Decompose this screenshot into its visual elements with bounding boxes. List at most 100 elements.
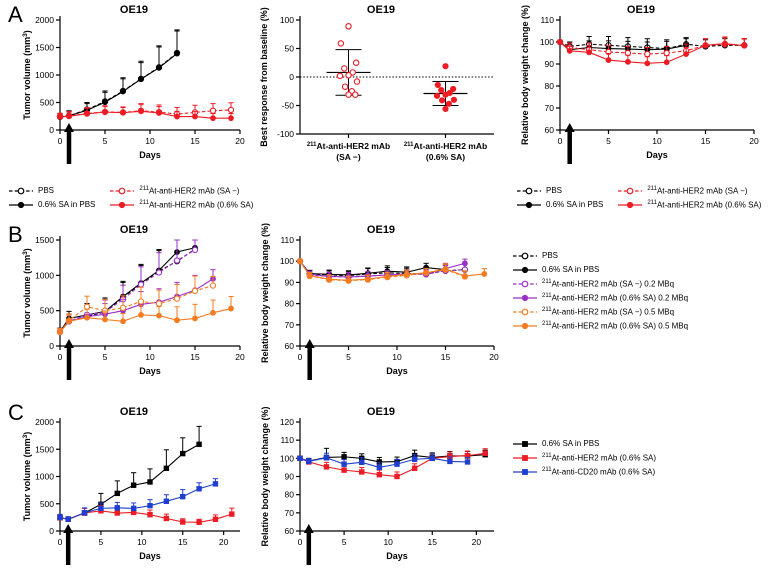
filled-circle-icon [109,200,135,210]
legend-item[interactable]: 211At-anti-CD20 mAb (0.6% SA) [512,466,656,477]
legend-item[interactable]: 211At-anti-HER2 mAb (SA −) [109,185,253,196]
panel-b-body-weight-chart: OE19 60 70 80 90 100 110 0 5 10 15 20 Days Relative … [256,223,506,392]
panel-b: B OE19 0 500 1000 1500 0 5 10 15 20 Days Tumor vol… [0,222,780,392]
svg-text:10: 10 [392,352,402,362]
panel-c-tumor-volume-chart: OE19 0 500 1000 1500 2000 0 5 10 15 20 Days Tumor v… [18,406,250,581]
svg-text:20: 20 [749,136,759,146]
isotope-superscript: 211 [542,453,552,460]
isotope-superscript: 211 [542,321,552,328]
legend-item[interactable]: 211At-anti-HER2 mAb (0.6% SA) [512,452,656,463]
svg-text:Tumor volume (mm3): Tumor volume (mm3) [22,30,32,119]
legend-item[interactable]: 211At-anti-HER2 mAb (SA −) 0.2 MBq [512,278,688,289]
legend-item[interactable]: 0.6% SA in PBS [512,264,688,275]
svg-text:10: 10 [145,136,155,146]
svg-text:0: 0 [298,352,303,362]
svg-text:2000: 2000 [35,417,54,427]
panel-a-legend-right: PBS 211At-anti-HER2 mAb (SA −) 0.6% SA in … [516,185,761,213]
svg-text:110: 110 [280,235,294,245]
filled-circle-icon [617,200,643,210]
isotope-superscript: 211 [139,200,149,207]
svg-text:5: 5 [103,352,108,362]
filled-circle-icon [512,265,538,275]
svg-text:10: 10 [652,136,662,146]
legend-item[interactable]: 211At-anti-HER2 mAb (SA −) [617,185,761,196]
svg-text:110: 110 [540,15,554,25]
svg-text:1500: 1500 [35,444,54,454]
isotope-superscript: 211 [542,279,552,286]
svg-text:Days: Days [646,150,668,160]
svg-text:10: 10 [145,352,155,362]
legend-item[interactable]: 211At-anti-HER2 mAb (SA −) 0.5 MBq [512,306,688,317]
legend-item-label: PBS [542,250,559,260]
legend-item-label: 0.6% SA in PBS [546,199,604,209]
svg-text:50: 50 [285,44,295,54]
open-circle-icon [8,186,34,196]
panel-a-letter: A [8,2,23,27]
legend-item-label: 211At-anti-HER2 mAb (0.6% SA) [647,200,762,210]
svg-text:Relative body weight change (%: Relative body weight change (%) [260,406,270,546]
svg-text:70: 70 [545,103,555,113]
svg-text:1000: 1000 [35,70,54,80]
legend-item[interactable]: 211At-anti-HER2 mAb (0.6% SA) 0.5 MBq [512,320,688,331]
chart-title: OE19 [626,4,656,16]
svg-text:5: 5 [103,136,108,146]
legend-item[interactable]: 0.6% SA in PBS [512,438,656,449]
legend-item[interactable]: 0.6% SA in PBS [516,199,603,210]
svg-text:5: 5 [99,537,104,547]
filled-circle-icon [512,321,538,331]
svg-text:120: 120 [280,417,294,427]
legend-item[interactable]: 211At-anti-HER2 mAb (0.6% SA) [617,199,761,210]
legend-item-label: 0.6% SA in PBS [542,264,600,274]
panel-a-tumor-volume-chart: OE19 0 500 1000 1500 2000 0 5 10 15 20 Days Tumor v… [18,4,250,176]
legend-item-label: 211At-anti-HER2 mAb (0.6% SA) 0.2 MBq [542,293,689,303]
svg-text:100: 100 [540,37,554,47]
filled-circle-icon [516,200,542,210]
filled-circle-icon [8,200,34,210]
legend-item[interactable]: PBS [512,250,688,261]
chart-title: OE19 [366,224,396,236]
chart-title: OE19 [119,406,149,418]
legend-item-label: 211At-anti-HER2 mAb (SA −) 0.5 MBq [542,307,675,317]
svg-text:Tumor volume (mm3): Tumor volume (mm3) [22,432,32,521]
svg-text:110: 110 [280,435,294,445]
panel-a-body-weight-chart: OE19 60 70 80 90 100 110 0 5 10 15 20 Days Relative … [516,4,766,176]
svg-text:Best response from baseline (%: Best response from baseline (%) [259,7,269,147]
open-circle-icon [512,307,538,317]
isotope-superscript: 211 [647,200,657,207]
legend-item[interactable]: PBS [516,185,603,196]
legend-item[interactable]: PBS [8,185,95,196]
open-circle-icon [617,186,643,196]
legend-item[interactable]: 0.6% SA in PBS [8,199,95,210]
svg-text:0: 0 [58,136,63,146]
svg-text:100: 100 [280,15,294,25]
chart-title: OE19 [119,4,149,16]
svg-text:5: 5 [342,537,347,547]
panel-c: C OE19 0 500 1000 1500 2000 0 5 10 15 20 Days Tumor… [0,396,780,585]
svg-text:90: 90 [545,59,555,69]
legend-item[interactable]: 211At-anti-HER2 mAb (0.6% SA) 0.2 MBq [512,292,688,303]
legend-item[interactable]: 211At-anti-HER2 mAb (0.6% SA) [109,199,253,210]
svg-text:Days: Days [139,366,161,376]
svg-text:100: 100 [280,453,294,463]
svg-text:60: 60 [285,341,295,351]
svg-text:15: 15 [701,136,711,146]
svg-text:500: 500 [40,306,54,316]
svg-text:Tumor volume (mm3): Tumor volume (mm3) [22,248,32,337]
open-circle-icon [516,186,542,196]
svg-text:20: 20 [489,352,499,362]
svg-text:80: 80 [285,299,295,309]
chart-title: OE19 [366,4,396,16]
svg-text:211At-anti-HER2 mAb: 211At-anti-HER2 mAb [404,141,487,151]
svg-text:0: 0 [49,125,54,135]
svg-text:Days: Days [139,551,161,561]
svg-text:60: 60 [285,526,295,536]
panel-a-best-response-chart: OE19 -100 -50 0 50 100 Best response from bas… [256,4,506,184]
svg-text:0: 0 [298,537,303,547]
svg-text:1000: 1000 [35,270,54,280]
svg-text:Days: Days [139,150,161,160]
svg-text:100: 100 [280,256,294,266]
svg-text:1500: 1500 [35,235,54,245]
isotope-superscript: 211 [647,186,657,193]
svg-text:211At-anti-HER2 mAb: 211At-anti-HER2 mAb [307,141,390,151]
svg-text:80: 80 [545,81,555,91]
